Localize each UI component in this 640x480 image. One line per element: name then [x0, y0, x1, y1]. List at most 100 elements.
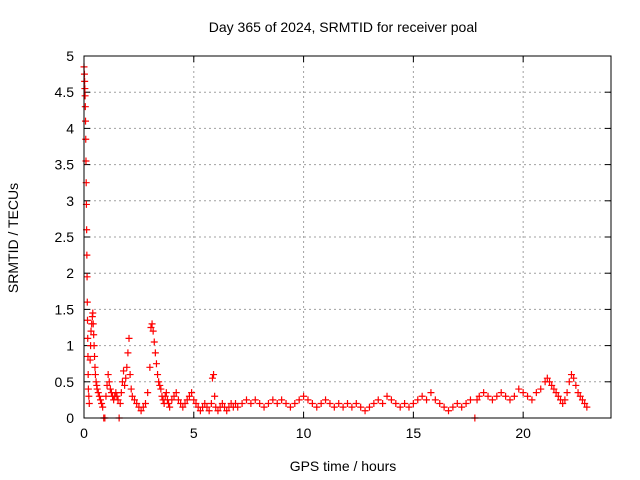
data-point — [317, 400, 325, 408]
y-tick-label: 0 — [66, 410, 74, 426]
y-tick-label: 2.5 — [55, 229, 75, 245]
data-point — [85, 400, 93, 408]
data-point — [583, 403, 591, 411]
data-point — [232, 400, 240, 408]
data-point — [440, 403, 448, 411]
data-point — [157, 385, 165, 393]
data-point — [83, 298, 91, 306]
data-point — [82, 135, 90, 143]
data-point — [133, 400, 141, 408]
ticks: 0 5 10 15 20 0 0.5 1 1.5 2 2.5 3 3.5 4 4.5 5 — [55, 48, 611, 441]
data-point — [291, 400, 299, 408]
data-point — [91, 352, 99, 360]
data-point — [104, 371, 112, 379]
data-point — [121, 381, 129, 389]
data-point — [374, 396, 382, 404]
data-point — [418, 392, 426, 400]
data-point — [148, 320, 156, 328]
data-point — [95, 392, 103, 400]
x-tick-label: 0 — [80, 425, 88, 441]
y-tick-label: 1.5 — [55, 301, 75, 317]
y-tick-label: 5 — [66, 48, 74, 64]
data-point — [392, 400, 400, 408]
data-point — [179, 403, 187, 411]
data-point — [103, 381, 111, 389]
data-point — [458, 403, 466, 411]
data-point — [453, 400, 461, 408]
data-point — [218, 400, 226, 408]
y-tick-label: 4.5 — [55, 84, 75, 100]
data-point — [519, 389, 527, 397]
y-tick-label: 4 — [66, 120, 74, 136]
data-point — [251, 396, 259, 404]
data-point — [405, 403, 413, 411]
data-point — [273, 400, 281, 408]
data-point — [90, 342, 98, 350]
y-tick-label: 3 — [66, 193, 74, 209]
data-point — [86, 356, 94, 364]
data-point — [497, 389, 505, 397]
data-point — [105, 378, 113, 386]
data-point — [234, 403, 242, 411]
data-point — [150, 338, 158, 346]
data-point — [114, 396, 122, 404]
data-point — [561, 396, 569, 404]
data-point — [365, 403, 373, 411]
data-point — [361, 407, 369, 415]
data-point — [242, 396, 250, 404]
data-point — [91, 371, 99, 379]
data-point — [102, 392, 110, 400]
data-point — [144, 389, 152, 397]
data-point — [174, 396, 182, 404]
data-point — [567, 371, 575, 379]
data-point — [147, 324, 155, 331]
data-points — [80, 63, 591, 422]
chart-title: Day 365 of 2024, SRMTID for receiver poa… — [209, 19, 477, 35]
data-point — [207, 400, 215, 408]
data-point — [120, 367, 128, 375]
data-point — [515, 385, 523, 393]
data-point — [379, 400, 387, 408]
data-point — [506, 396, 514, 404]
data-point — [223, 407, 231, 415]
data-point — [146, 363, 154, 371]
data-point — [84, 385, 92, 393]
data-point — [125, 334, 133, 342]
data-point — [313, 403, 321, 411]
data-point — [488, 396, 496, 404]
data-point — [574, 389, 582, 397]
data-point — [572, 381, 580, 389]
data-point — [83, 273, 91, 281]
data-point — [131, 396, 139, 404]
y-axis-label: SRMTID / TECUs — [5, 183, 21, 293]
x-tick-label: 10 — [296, 425, 312, 441]
data-point — [91, 363, 99, 371]
data-point — [264, 400, 272, 408]
data-point — [550, 385, 558, 393]
data-point — [137, 407, 145, 415]
data-point — [118, 378, 126, 386]
data-point — [161, 392, 169, 400]
data-point — [326, 400, 334, 408]
data-point — [168, 396, 176, 404]
data-point — [339, 403, 347, 411]
y-tick-label: 1 — [66, 338, 74, 354]
data-point — [139, 403, 147, 411]
data-point — [116, 400, 124, 408]
data-point — [581, 400, 589, 408]
data-point — [151, 349, 159, 357]
data-point — [152, 360, 160, 368]
data-point — [84, 316, 92, 324]
data-point — [330, 403, 338, 411]
data-point — [188, 389, 196, 397]
data-point — [563, 389, 571, 397]
data-point — [128, 392, 136, 400]
x-tick-label: 15 — [406, 425, 422, 441]
data-point — [546, 378, 554, 386]
data-point — [181, 400, 189, 408]
data-point — [260, 403, 268, 411]
data-point — [247, 400, 255, 408]
data-point — [383, 392, 391, 400]
data-point — [82, 117, 90, 125]
